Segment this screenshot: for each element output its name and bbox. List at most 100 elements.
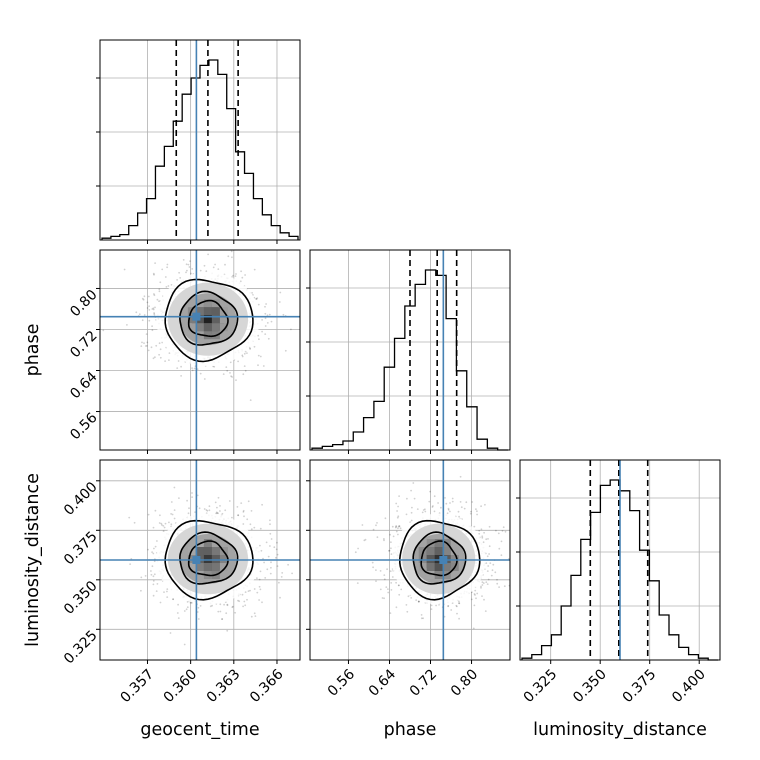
sample-point — [276, 565, 279, 567]
sample-point — [269, 532, 272, 535]
sample-point — [152, 307, 155, 310]
sample-point — [415, 599, 418, 601]
sample-point — [196, 494, 199, 497]
sample-point — [391, 576, 394, 578]
sample-point — [406, 610, 409, 613]
contour-line — [164, 519, 254, 601]
sample-point — [152, 272, 155, 275]
sample-point — [262, 557, 264, 560]
sample-point — [397, 527, 399, 530]
sample-point — [265, 541, 268, 544]
sample-point — [241, 355, 244, 358]
sample-point — [476, 513, 478, 516]
sample-point — [363, 539, 366, 542]
sample-point — [232, 274, 234, 277]
sample-point — [153, 573, 156, 576]
sample-point — [481, 584, 484, 586]
sample-point — [486, 555, 489, 558]
sample-point — [140, 345, 143, 347]
density-cell — [187, 315, 196, 324]
sample-point — [391, 525, 394, 528]
sample-point — [150, 346, 153, 349]
sample-point — [241, 593, 244, 596]
sample-point — [496, 582, 499, 585]
sample-point — [444, 497, 446, 499]
panel-content — [100, 460, 300, 660]
density-cell — [211, 307, 220, 316]
density-cell — [442, 547, 451, 556]
sample-point — [433, 495, 436, 498]
sample-point — [250, 615, 253, 618]
sample-point — [160, 522, 163, 525]
sample-point — [205, 270, 208, 273]
sample-point — [206, 509, 209, 512]
sample-point — [159, 281, 162, 284]
scatter-panel-geocent-time-vs-luminosity-distance: 0.325 0.350 0.375 0.400 0.357 0.360 0.363 0.366 — [61, 459, 301, 706]
sample-point — [247, 500, 250, 503]
sample-point — [146, 307, 149, 309]
sample-point — [198, 507, 201, 510]
sample-point — [191, 369, 194, 372]
sample-point — [161, 268, 164, 271]
sample-point — [256, 577, 258, 579]
sample-point — [185, 608, 188, 611]
sample-point — [398, 593, 401, 596]
sample-point — [398, 525, 401, 527]
sample-point — [226, 603, 229, 606]
sample-point — [412, 482, 415, 484]
sample-point — [388, 549, 390, 552]
sample-point — [221, 618, 223, 620]
sample-point — [173, 486, 176, 489]
sample-point — [421, 511, 424, 514]
y-tick-label: 0.80 — [67, 287, 100, 320]
sample-point — [102, 329, 105, 332]
sample-point — [260, 549, 263, 552]
sample-point — [269, 572, 272, 575]
sample-point — [152, 583, 155, 586]
sample-point — [486, 583, 489, 585]
sample-point — [480, 505, 482, 508]
y-tick-label: 0.72 — [67, 328, 100, 361]
sample-point — [199, 372, 202, 375]
sample-point — [451, 497, 454, 500]
sample-point — [159, 348, 162, 351]
sample-point — [153, 312, 156, 314]
sample-point — [242, 605, 245, 608]
sample-point — [395, 530, 398, 533]
sample-point — [189, 260, 191, 262]
density-cell — [195, 563, 204, 572]
sample-point — [485, 538, 488, 541]
sample-point — [146, 301, 149, 304]
sample-point — [422, 509, 425, 511]
axis-labels-layer: geocent_time phase luminosity_distance p… — [23, 324, 707, 740]
sample-point — [179, 277, 182, 279]
sample-point — [392, 535, 395, 538]
sample-point — [261, 330, 263, 333]
sample-point — [164, 276, 167, 278]
sample-point — [266, 314, 269, 317]
sample-point — [375, 524, 377, 527]
hist-panel-geocent-time — [96, 39, 301, 244]
sample-point — [492, 563, 495, 566]
sample-point — [199, 269, 202, 272]
panels-layer: 0.325 0.350 0.375 0.4000.560.640.720.800.32… — [61, 39, 721, 706]
sample-point — [262, 365, 265, 367]
contour-line — [179, 290, 239, 346]
sample-point — [239, 280, 242, 283]
sample-point — [386, 568, 388, 571]
sample-point — [473, 604, 476, 607]
sample-point — [185, 263, 188, 266]
sample-point — [158, 353, 161, 356]
sample-point — [231, 516, 233, 519]
x-tick-label: 0.350 — [570, 666, 610, 706]
sample-point — [456, 605, 458, 608]
sample-point — [208, 505, 211, 508]
sample-point — [269, 519, 271, 522]
sample-point — [376, 536, 379, 539]
sample-point — [144, 345, 147, 347]
sample-point — [476, 592, 479, 595]
sample-point — [261, 319, 263, 321]
sample-point — [177, 603, 180, 606]
sample-point — [217, 496, 220, 499]
sample-point — [375, 569, 377, 571]
